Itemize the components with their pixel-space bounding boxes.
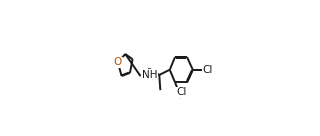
Text: NH: NH xyxy=(141,70,157,80)
Text: O: O xyxy=(114,57,122,67)
Text: Cl: Cl xyxy=(203,65,213,75)
Text: Cl: Cl xyxy=(176,87,187,98)
